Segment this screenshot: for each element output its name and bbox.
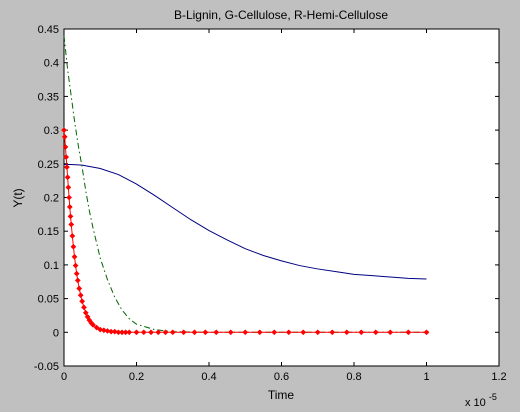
- x-tick-label: 0.4: [201, 371, 216, 383]
- plot-area: [63, 28, 500, 367]
- y-tick-label: 0.35: [38, 91, 59, 103]
- series-1-line: [63, 35, 427, 333]
- y-tick-label: 0.3: [44, 125, 59, 137]
- y-tick-label: 0.4: [44, 58, 59, 70]
- series-2-point: [126, 329, 133, 336]
- series-2-point: [169, 329, 176, 336]
- series-2-point: [67, 213, 74, 220]
- series-2-point: [155, 329, 162, 336]
- series-2-point: [343, 329, 350, 336]
- series-2-point: [66, 194, 73, 201]
- series-2-point: [104, 327, 111, 334]
- series-2-point: [72, 262, 79, 269]
- x-axis-multiplier-base: x 10: [465, 397, 486, 409]
- series-2-point: [63, 164, 70, 171]
- x-axis-ticks: 0 0.2 0.4 0.6 0.8 1 1.2: [61, 29, 507, 383]
- series-2-point: [162, 329, 169, 336]
- series-2-point: [73, 270, 80, 277]
- x-tick-label: 1: [423, 371, 429, 383]
- y-axis-ticks: -0.05 0 0.05 0.1 0.15 0.2 0.25 0.3 0.35 0.4 0.45: [34, 24, 499, 373]
- series-2-point: [329, 329, 336, 336]
- y-tick-label: 0.05: [38, 294, 59, 306]
- y-tick-label: 0.15: [38, 226, 59, 238]
- series-2-point: [80, 304, 87, 311]
- series-2-point: [387, 329, 394, 336]
- series-2-point: [100, 327, 107, 334]
- series-2-point: [65, 184, 72, 191]
- series-2-point: [90, 321, 96, 328]
- series-0-line: [64, 163, 427, 280]
- series-2-point: [77, 292, 84, 299]
- series-2-point: [133, 329, 140, 336]
- series-2-point: [372, 329, 379, 336]
- y-tick-label: 0.45: [38, 24, 59, 36]
- series-2-point: [93, 324, 100, 331]
- x-axis-label: Time: [268, 388, 295, 402]
- series-2-point: [271, 329, 278, 336]
- series-2-point: [285, 329, 292, 336]
- y-tick-label: 0.2: [44, 193, 59, 205]
- series-2-point: [256, 329, 263, 336]
- series-2-point: [242, 329, 249, 336]
- series-2-point: [79, 298, 86, 305]
- series-2-point: [300, 329, 307, 336]
- x-axis-multiplier-exponent: -5: [489, 392, 497, 402]
- series-2-point: [61, 127, 67, 134]
- series-layer: [61, 35, 430, 336]
- series-2-point: [71, 253, 78, 260]
- x-axis-multiplier: x 10 -5: [465, 392, 497, 409]
- x-tick-label: 1.2: [491, 371, 506, 383]
- series-2-point: [63, 154, 70, 161]
- series-2-point: [213, 329, 220, 336]
- series-2-point: [76, 285, 83, 292]
- series-2-point: [61, 133, 68, 140]
- series-2-point: [62, 143, 69, 150]
- y-tick-label: 0.25: [38, 159, 59, 171]
- series-2-point: [82, 309, 89, 316]
- series-2-point: [314, 329, 321, 336]
- x-tick-label: 0.2: [129, 371, 144, 383]
- series-2-point: [69, 232, 76, 239]
- y-axis-label: Y(t): [11, 188, 25, 207]
- y-tick-label: 0: [53, 327, 59, 339]
- x-tick-label: 0.8: [346, 371, 361, 383]
- series-2-point: [64, 174, 71, 181]
- series-2-point: [423, 329, 430, 336]
- series-2-point: [111, 328, 118, 335]
- series-2-point: [68, 221, 75, 228]
- series-2-point: [140, 329, 147, 336]
- series-2-markers: [61, 127, 430, 336]
- series-2-point: [74, 277, 81, 284]
- series-2-point: [70, 243, 77, 250]
- series-2-point: [227, 329, 234, 336]
- series-2-point: [358, 329, 365, 336]
- series-2-point: [180, 329, 187, 336]
- series-2-point: [148, 329, 154, 336]
- x-tick-label: 0.6: [274, 371, 289, 383]
- series-2-point: [405, 329, 412, 336]
- series-2-point: [191, 329, 198, 336]
- series-2-point: [66, 203, 73, 210]
- series-2-point: [202, 329, 209, 336]
- y-tick-label: 0.1: [44, 260, 59, 272]
- y-tick-label: -0.05: [34, 361, 59, 373]
- chart-title: B-Lignin, G-Cellulose, R-Hemi-Cellulose: [174, 8, 388, 22]
- x-tick-label: 0: [61, 371, 67, 383]
